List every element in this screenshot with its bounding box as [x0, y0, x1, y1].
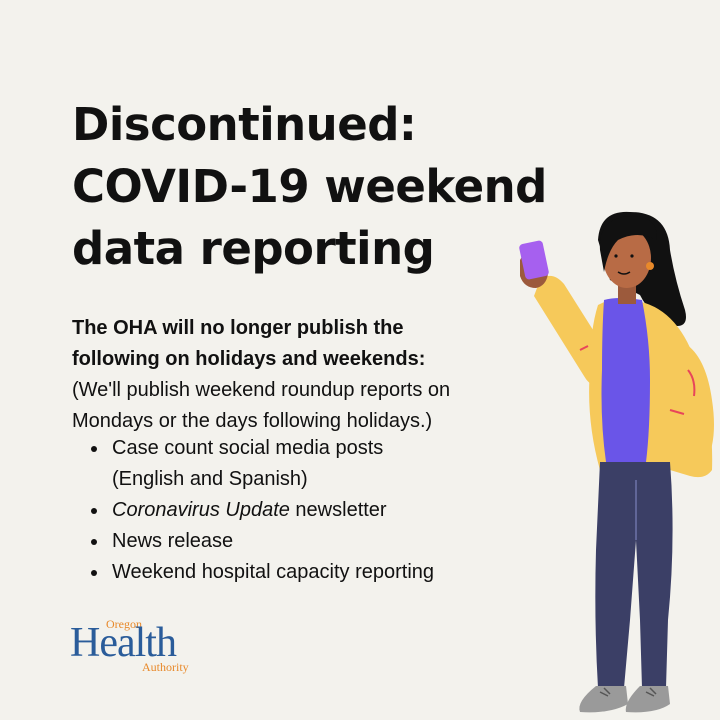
eye-right: [630, 254, 634, 258]
headline-line-2: COVID-19 weekend: [72, 160, 547, 213]
hair-front: [599, 216, 657, 272]
list-item: News release: [88, 526, 434, 557]
intro-text: The OHA will no longer publish the follo…: [72, 313, 542, 437]
list-item-hospital-capacity: Weekend hospital capacity reporting: [112, 561, 435, 583]
intro-note-line-1: (We'll publish weekend roundup reports o…: [72, 379, 451, 401]
logo-main-text: Health: [70, 620, 177, 666]
list-item: Coronavirus Update newsletter: [88, 495, 434, 526]
discontinued-items-list: Case count social media posts (English a…: [88, 433, 434, 588]
list-item-case-count-line-2: (English and Spanish): [112, 468, 308, 490]
shoe-laces: [599, 687, 657, 697]
neck: [618, 282, 636, 304]
smile: [617, 271, 631, 275]
logo-top-text: Oregon: [106, 617, 142, 631]
oregon-health-authority-logo: Oregon Health Authority: [70, 618, 210, 676]
list-item-newsletter-title: Coronavirus Update: [112, 499, 290, 521]
headline-line-1: Discontinued:: [72, 98, 417, 151]
earring: [646, 262, 654, 270]
list-item: Case count social media posts (English a…: [88, 433, 434, 495]
list-item: Weekend hospital capacity reporting: [88, 557, 434, 588]
phone-icon: [519, 240, 549, 280]
left-shoe: [579, 686, 628, 713]
intro-bold-line-2: following on holidays and weekends:: [72, 348, 426, 370]
logo-bottom-text: Authority: [142, 660, 189, 674]
woman-holding-phone-illustration: [519, 211, 714, 713]
list-item-news-release: News release: [112, 530, 234, 552]
headline-line-3: data reporting: [72, 222, 435, 275]
pants: [595, 462, 673, 688]
intro-note-line-2: Mondays or the days following holidays.): [72, 410, 433, 432]
list-item-case-count-line-1: Case count social media posts: [112, 437, 384, 459]
right-sleeve: [672, 340, 714, 469]
jacket-stripe: [579, 345, 696, 415]
eye-left: [614, 254, 618, 258]
right-shoe: [625, 686, 670, 713]
list-item-newsletter-rest: newsletter: [289, 499, 387, 521]
shirt: [601, 298, 650, 462]
intro-bold-line-1: The OHA will no longer publish the: [72, 317, 404, 339]
headline: Discontinued: COVID-19 weekend data repo…: [72, 94, 592, 280]
